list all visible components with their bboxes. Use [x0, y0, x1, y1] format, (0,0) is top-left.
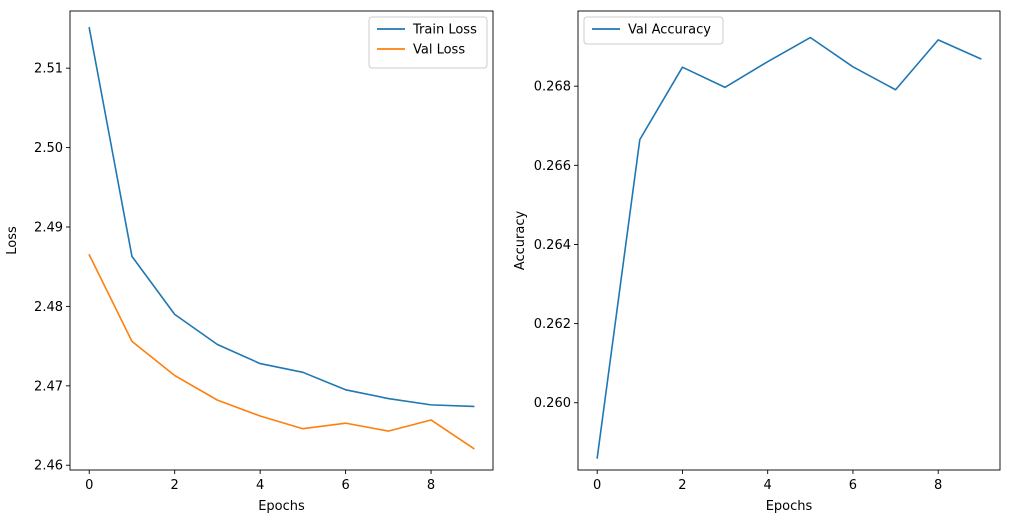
y-tick-label: 2.51 — [34, 62, 63, 77]
x-tick-label: 6 — [849, 478, 857, 493]
y-tick-label: 0.266 — [534, 159, 571, 174]
x-tick-label: 8 — [427, 478, 435, 493]
y-tick-label: 0.268 — [534, 80, 571, 95]
x-tick-label: 4 — [256, 478, 264, 493]
x-tick-label: 2 — [678, 478, 686, 493]
x-tick-label: 6 — [341, 478, 349, 493]
series-line-1 — [596, 36, 982, 459]
y-tick-label: 0.262 — [534, 317, 571, 332]
x-tick-label: 2 — [171, 478, 179, 493]
x-tick-label: 0 — [593, 478, 601, 493]
accuracy-plot: 0 2 4 6 8 0.260 0.262 0.264 0.266 0.268 Epochs Accu… — [513, 10, 1001, 514]
y-tick-label: 2.46 — [34, 459, 63, 474]
y-tick-label: 2.47 — [34, 379, 63, 394]
y-tick-label: 0.264 — [534, 238, 571, 253]
y-axis-title: Loss — [5, 226, 20, 255]
legend: Val Accuracy — [583, 16, 724, 45]
x-axis-title: Epochs — [766, 499, 813, 514]
series-line-1 — [88, 26, 475, 408]
loss-plot: 0 2 4 6 8 2.46 2.47 2.48 2.49 2.50 2.51 Epochs Loss T… — [5, 10, 494, 514]
legend-label: Val Loss — [413, 43, 465, 58]
y-tick-label: 2.49 — [34, 221, 63, 236]
legend-box — [583, 16, 724, 45]
x-tick-label: 4 — [764, 478, 772, 493]
x-tick-label: 0 — [85, 478, 93, 493]
plot-frame — [577, 10, 1001, 471]
legend-label: Train Loss — [412, 23, 477, 38]
plot-frame — [69, 10, 494, 471]
y-tick-label: 2.50 — [34, 141, 63, 156]
legend-label: Val Accuracy — [628, 23, 711, 38]
x-tick-label: 8 — [934, 478, 942, 493]
series-line-2 — [88, 253, 475, 450]
x-axis-title: Epochs — [258, 499, 305, 514]
y-tick-label: 2.48 — [34, 300, 63, 315]
legend: Train Loss Val Loss — [368, 16, 488, 69]
y-tick-label: 0.260 — [534, 396, 571, 411]
y-axis-title: Accuracy — [513, 211, 528, 271]
